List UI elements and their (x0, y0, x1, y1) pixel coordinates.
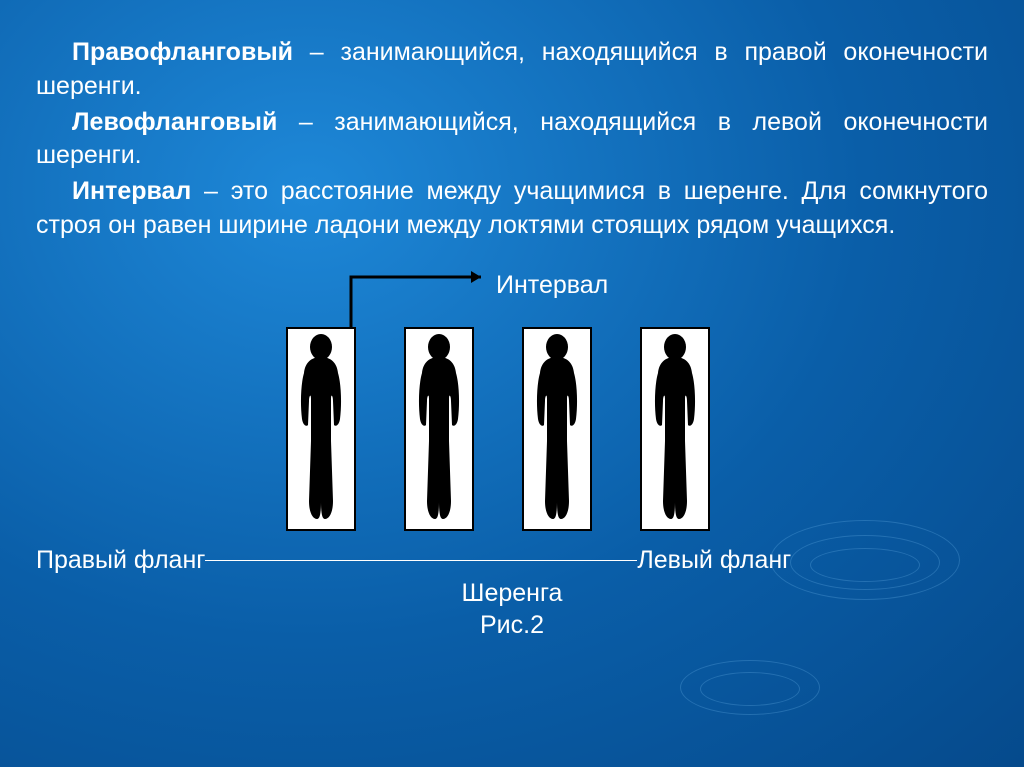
definition-3: Интервал – это расстояние между учащимис… (36, 175, 988, 243)
definition-1: Правофланговый – занимающийся, находящий… (36, 36, 988, 104)
human-figure-icon (286, 327, 356, 531)
formation-label: Шеренга (36, 577, 988, 610)
flank-line (205, 560, 637, 561)
flank-row: Правый фланг Левый фланг (36, 546, 988, 575)
figures-row (286, 327, 710, 531)
bottom-labels: Шеренга Рис.2 (36, 577, 988, 642)
human-figure-icon (404, 327, 474, 531)
interval-label: Интервал (496, 271, 608, 300)
left-flank-label: Левый фланг (637, 546, 791, 575)
term-3: Интервал (72, 177, 191, 205)
interval-arrow-icon (36, 271, 506, 331)
right-flank-label: Правый фланг (36, 546, 205, 575)
term-1: Правофланговый (72, 38, 293, 66)
content-block: Правофланговый – занимающийся, находящий… (36, 36, 988, 651)
human-figure-icon (522, 327, 592, 531)
definition-2: Левофланговый – занимающийся, находящийс… (36, 106, 988, 174)
human-figure-icon (640, 327, 710, 531)
term-2: Левофланговый (72, 108, 277, 136)
diagram: Интервал Правый фланг Левый фланг Шеренг… (36, 271, 988, 651)
figure-caption: Рис.2 (36, 609, 988, 642)
